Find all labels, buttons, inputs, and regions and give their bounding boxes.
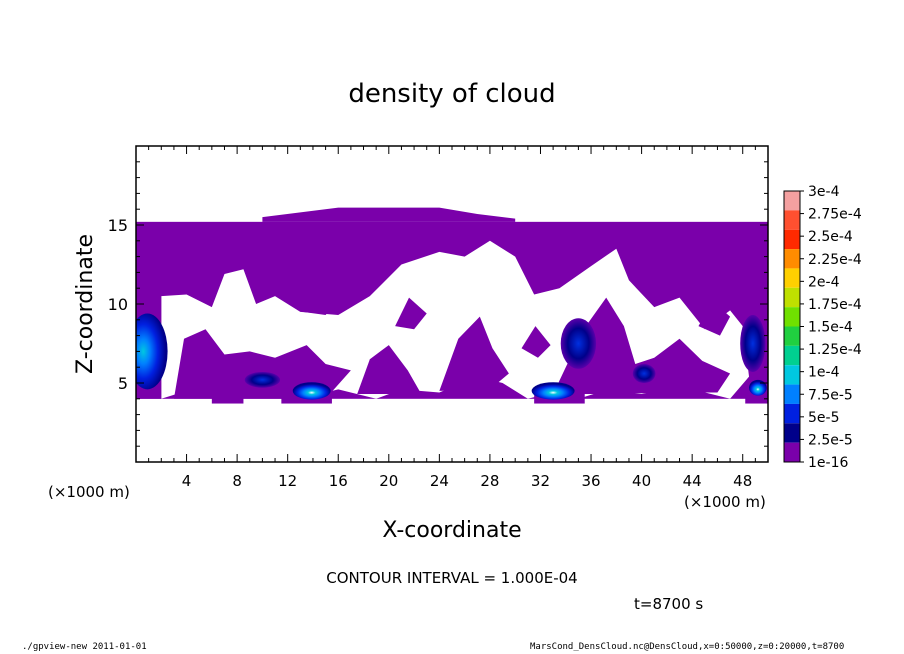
cloud-island — [521, 326, 551, 358]
legend-color-swatch — [784, 365, 800, 385]
x-axis-label: X-coordinate — [382, 518, 521, 543]
x-tick-label: 36 — [581, 472, 600, 490]
cloud-island — [395, 297, 427, 330]
legend-label: 3e-4 — [808, 184, 840, 200]
cloud-island — [439, 316, 509, 391]
contour-interval: CONTOUR INTERVAL = 1.000E-04 — [326, 569, 577, 587]
x-tick-label: 48 — [733, 472, 752, 490]
legend-label: 1.25e-4 — [808, 342, 862, 358]
legend-label: 7.5e-5 — [808, 387, 853, 403]
x-axis-ticks: 4 8 12 16 20 24 28 32 36 40 44 48 — [148, 146, 756, 490]
x-tick-label: 4 — [182, 472, 192, 490]
x-tick-label: 24 — [430, 472, 449, 490]
cloud-top-bulge — [262, 207, 516, 222]
cloud-base-band — [211, 389, 244, 404]
legend-label: 2.75e-4 — [808, 207, 862, 223]
footer-right: MarsCond_DensCloud.nc@DensCloud,x=0:5000… — [530, 642, 845, 652]
legend-color-swatch — [784, 442, 800, 462]
plot-area — [136, 207, 768, 404]
x-tick-label: 40 — [632, 472, 651, 490]
y-tick-label: 5 — [118, 374, 128, 393]
y-axis-label: Z-coordinate — [73, 234, 98, 374]
time-label: t=8700 s — [634, 595, 703, 613]
y-axis-ticks: 5 10 15 — [108, 161, 768, 447]
density-region-core-x14 — [292, 382, 331, 400]
legend-label: 1.75e-4 — [808, 297, 862, 313]
density-region-core-x49 — [749, 379, 767, 396]
x-unit-left: (×1000 m) — [48, 483, 130, 501]
density-region-left-edge-core — [136, 313, 168, 390]
legend-color-swatch — [784, 384, 800, 404]
legend-label: 1e-16 — [808, 455, 848, 471]
x-tick-label: 28 — [480, 472, 499, 490]
density-region-patch-x35 — [560, 318, 597, 369]
legend-color-swatch — [784, 307, 800, 327]
x-unit-right: (×1000 m) — [684, 493, 766, 511]
cloud-island — [553, 297, 731, 395]
cloud-regions — [136, 313, 767, 400]
y-tick-label: 15 — [108, 216, 128, 235]
chart-title: density of cloud — [348, 79, 555, 109]
footer-left: ./gpview-new 2011-01-01 — [22, 642, 147, 652]
legend-label: 5e-5 — [808, 410, 839, 426]
legend-label: 1.5e-4 — [808, 320, 853, 336]
x-tick-label: 44 — [683, 472, 702, 490]
cloud-island — [173, 329, 351, 399]
density-region-patch-x48 — [740, 315, 766, 372]
x-tick-label: 8 — [232, 472, 242, 490]
density-region-core-x33 — [531, 382, 575, 400]
legend-label: 2.25e-4 — [808, 252, 862, 268]
legend-label: 1e-4 — [808, 365, 840, 381]
density-region-patch-x40 — [632, 364, 656, 383]
legend-color-swatch — [784, 210, 800, 230]
cloud-island — [302, 281, 339, 316]
legend-color-swatch — [784, 423, 800, 443]
x-tick-label: 16 — [329, 472, 348, 490]
y-tick-label: 10 — [108, 295, 128, 314]
cloud-island — [698, 300, 731, 336]
legend-color-swatch — [784, 268, 800, 288]
legend-label: 2.5e-4 — [808, 229, 853, 245]
legend-color-swatch — [784, 326, 800, 346]
legend-label: 2.5e-5 — [808, 432, 853, 448]
legend-color-swatch — [784, 249, 800, 269]
legend-color-swatch — [784, 191, 800, 211]
x-tick-label: 12 — [278, 472, 297, 490]
legend-color-swatch — [784, 403, 800, 424]
legend-label: 2e-4 — [808, 274, 840, 290]
density-region-patch-x10 — [244, 371, 281, 388]
legend-color-swatch — [784, 287, 800, 308]
cloud-island — [357, 345, 421, 395]
legend-color-swatch — [784, 229, 800, 250]
legend-color-swatch — [784, 345, 800, 366]
x-tick-label: 32 — [531, 472, 550, 490]
x-tick-label: 20 — [379, 472, 398, 490]
color-legend: 3e-4 2.75e-4 2.5e-4 2.25e-4 2e-4 1.75e-4 1.5e-… — [783, 184, 862, 471]
